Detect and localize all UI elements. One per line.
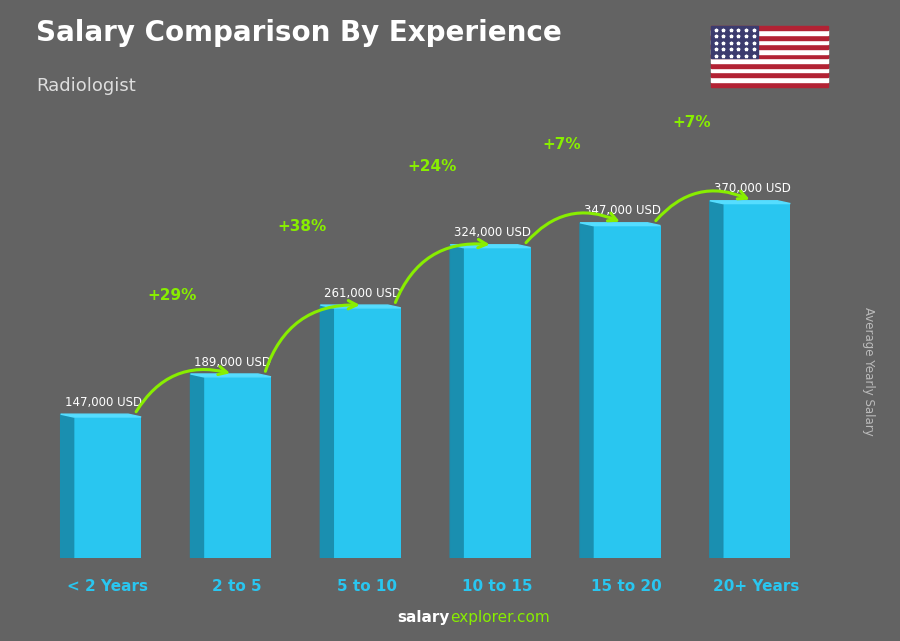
Bar bbox=[711, 44, 828, 49]
Bar bbox=[711, 26, 828, 30]
Bar bbox=[711, 40, 828, 44]
Text: 15 to 20: 15 to 20 bbox=[591, 579, 662, 594]
Polygon shape bbox=[710, 201, 790, 204]
Bar bbox=[711, 68, 828, 72]
Text: salary: salary bbox=[398, 610, 450, 625]
Bar bbox=[711, 63, 828, 68]
Bar bbox=[723, 204, 790, 558]
Text: explorer.com: explorer.com bbox=[450, 610, 550, 625]
Text: 347,000 USD: 347,000 USD bbox=[584, 204, 661, 217]
Text: 10 to 15: 10 to 15 bbox=[462, 579, 532, 594]
Bar bbox=[711, 58, 828, 63]
Bar bbox=[203, 377, 271, 558]
Text: +29%: +29% bbox=[148, 288, 197, 303]
Text: +7%: +7% bbox=[672, 115, 711, 130]
Text: 370,000 USD: 370,000 USD bbox=[714, 183, 790, 196]
Bar bbox=[711, 26, 758, 58]
Bar bbox=[711, 49, 828, 54]
Text: 147,000 USD: 147,000 USD bbox=[65, 396, 141, 409]
Bar bbox=[711, 35, 828, 40]
Text: 2 to 5: 2 to 5 bbox=[212, 579, 262, 594]
Polygon shape bbox=[60, 414, 141, 417]
Bar bbox=[711, 30, 828, 35]
Text: 324,000 USD: 324,000 USD bbox=[454, 226, 531, 240]
Text: < 2 Years: < 2 Years bbox=[67, 579, 148, 594]
Text: 261,000 USD: 261,000 USD bbox=[324, 287, 401, 300]
Polygon shape bbox=[580, 223, 661, 226]
Bar bbox=[711, 82, 828, 87]
Bar bbox=[593, 226, 661, 558]
Polygon shape bbox=[320, 305, 333, 558]
Polygon shape bbox=[191, 374, 203, 558]
Polygon shape bbox=[320, 305, 400, 308]
Polygon shape bbox=[60, 414, 74, 558]
Text: Average Yearly Salary: Average Yearly Salary bbox=[862, 308, 875, 436]
Text: +7%: +7% bbox=[543, 137, 581, 152]
Text: 20+ Years: 20+ Years bbox=[714, 579, 800, 594]
Bar bbox=[711, 72, 828, 77]
Bar bbox=[711, 77, 828, 82]
Bar bbox=[464, 247, 531, 558]
Text: +24%: +24% bbox=[408, 159, 456, 174]
Bar bbox=[333, 308, 400, 558]
Polygon shape bbox=[450, 245, 464, 558]
Text: 189,000 USD: 189,000 USD bbox=[194, 356, 272, 369]
Bar bbox=[74, 417, 141, 558]
Text: +38%: +38% bbox=[277, 219, 327, 234]
Polygon shape bbox=[710, 201, 723, 558]
Text: Radiologist: Radiologist bbox=[36, 77, 136, 95]
Text: 5 to 10: 5 to 10 bbox=[338, 579, 397, 594]
Text: Salary Comparison By Experience: Salary Comparison By Experience bbox=[36, 19, 562, 47]
Polygon shape bbox=[450, 245, 531, 247]
Polygon shape bbox=[191, 374, 271, 377]
Bar bbox=[711, 54, 828, 58]
Polygon shape bbox=[580, 223, 593, 558]
